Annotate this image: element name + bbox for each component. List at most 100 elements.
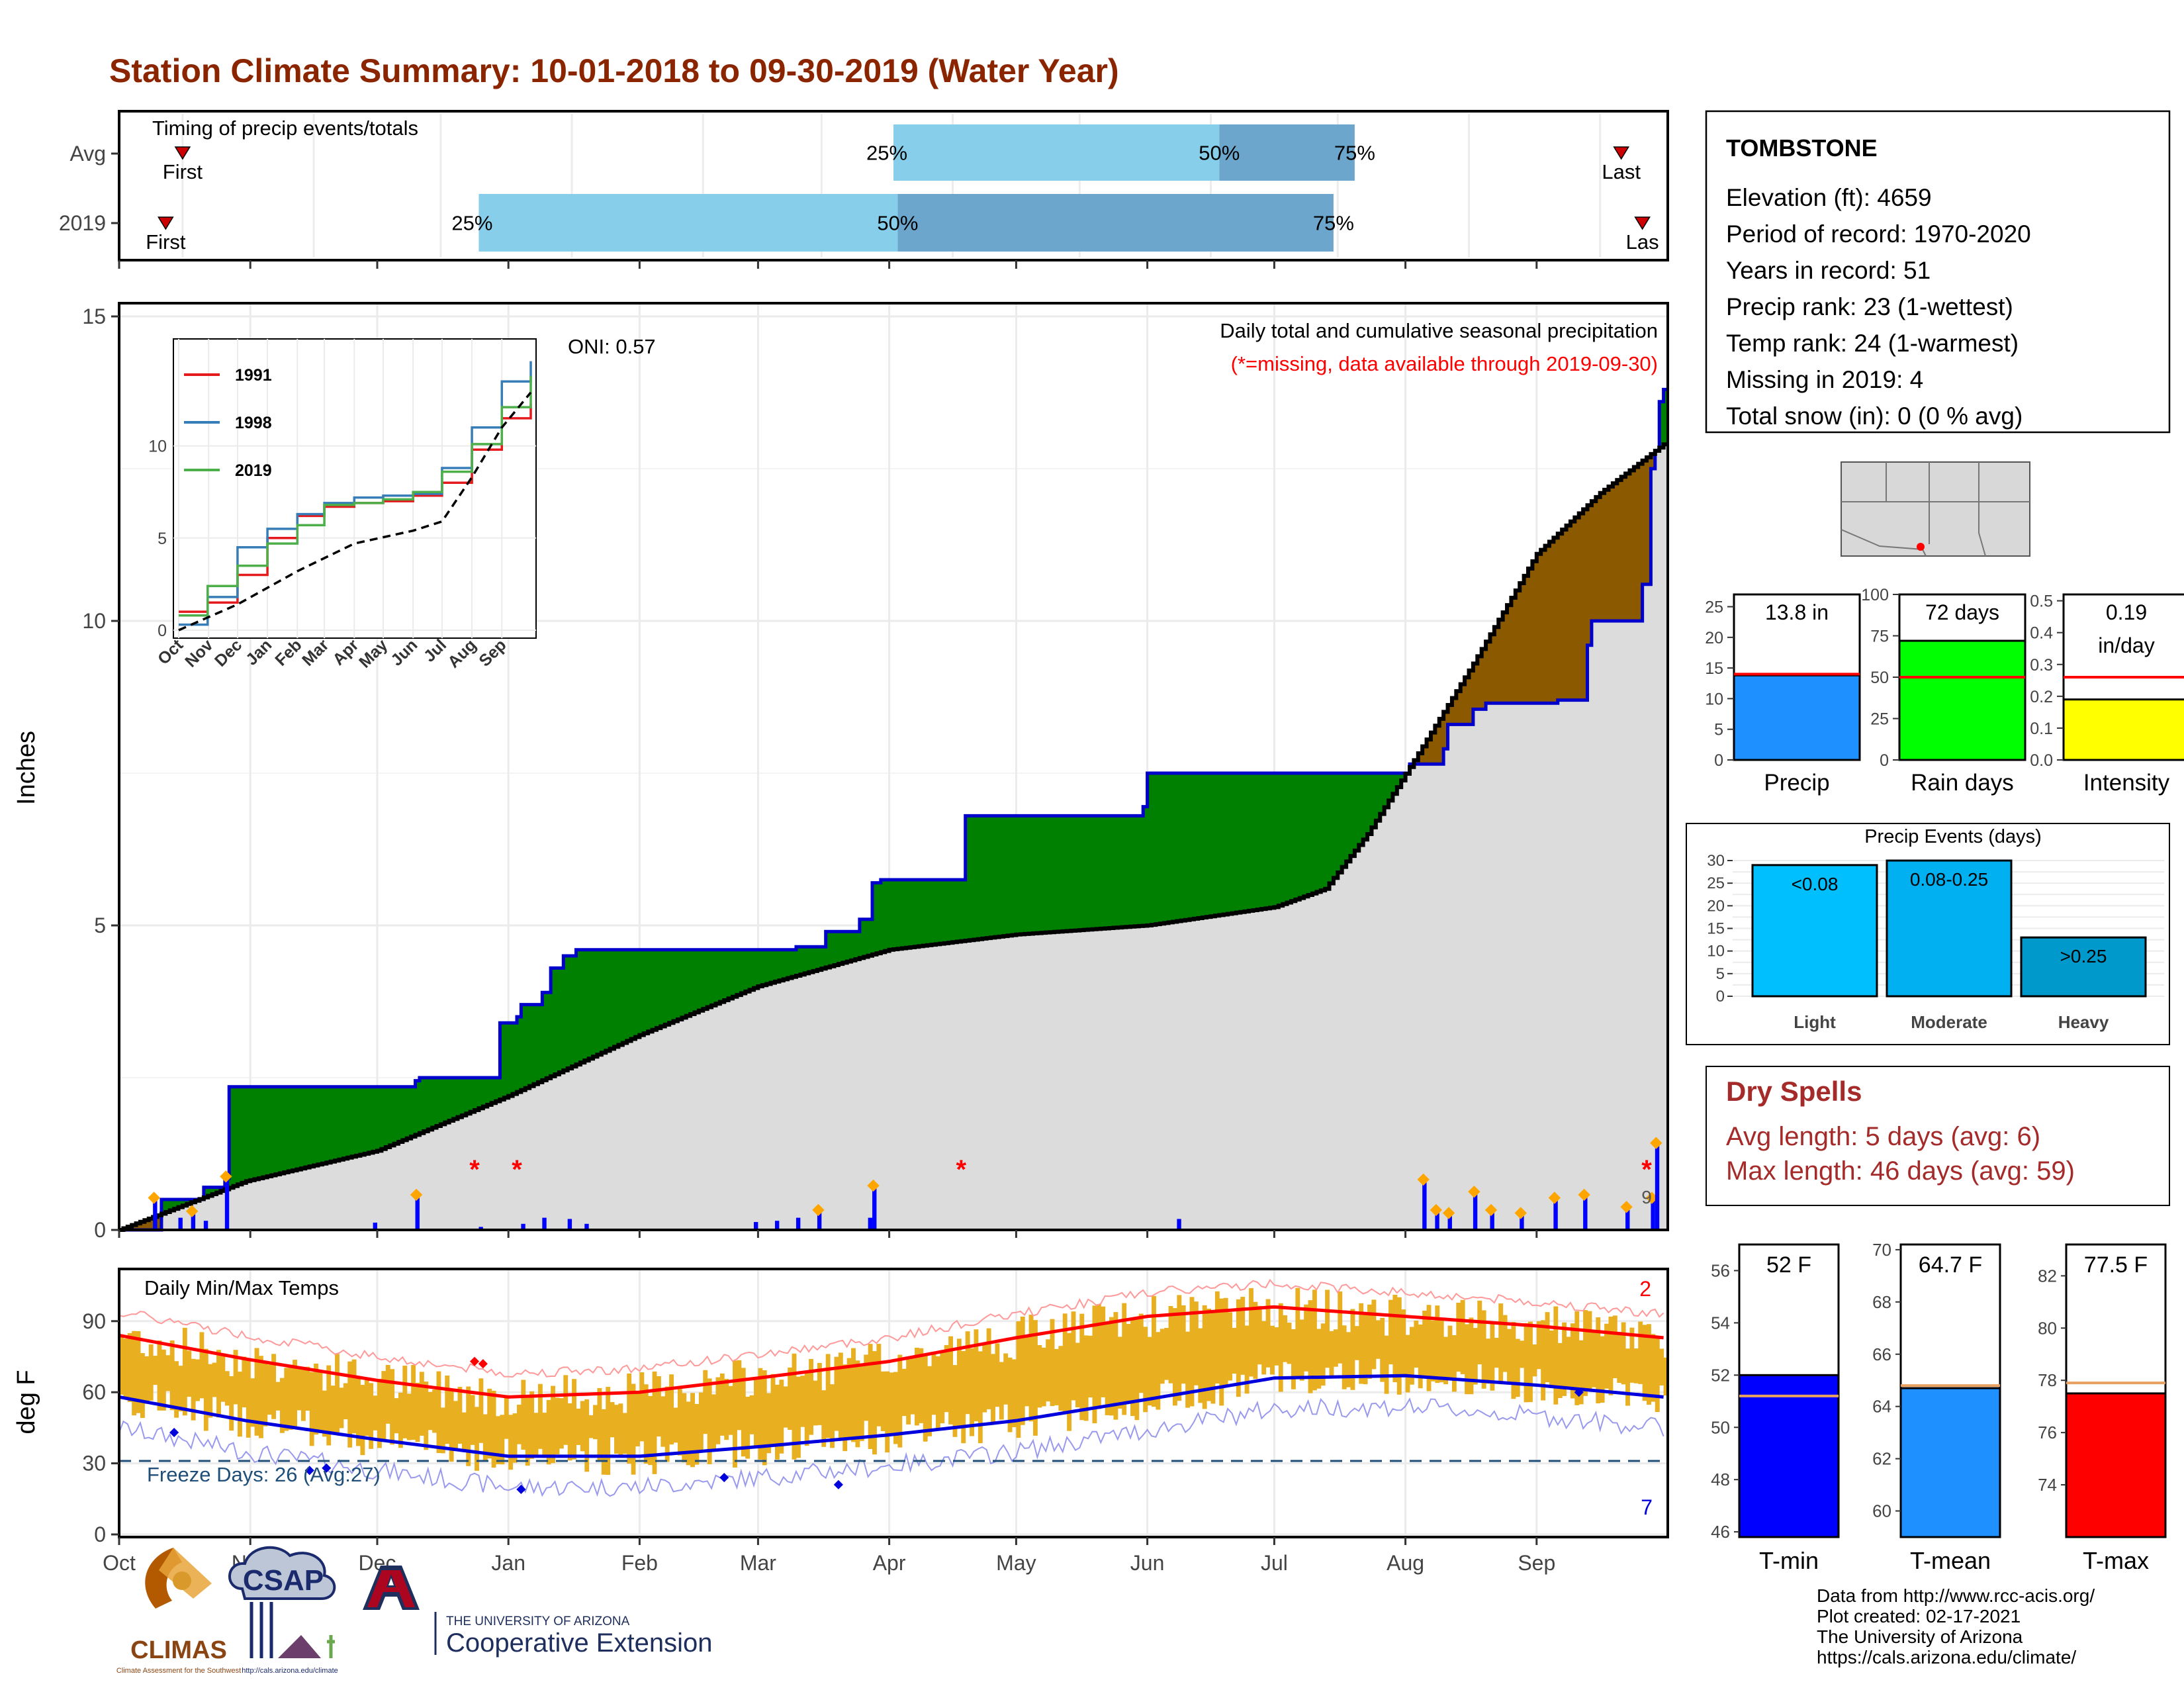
daily-temp-bar	[559, 1398, 564, 1449]
heavy-event-marker	[1645, 1192, 1659, 1204]
daily-temp-bar	[246, 1359, 251, 1438]
heavy-event-marker	[1620, 1201, 1633, 1213]
daily-temp-bar	[491, 1390, 496, 1468]
timing-q50-label: 50%	[877, 212, 918, 235]
daily-temp-bar	[698, 1392, 704, 1452]
summary-bar-value: 0.19	[2106, 600, 2147, 624]
daily-temp-bar	[635, 1392, 640, 1447]
daily-temp-bar	[999, 1362, 1004, 1420]
temp-summary-label: T-max	[2083, 1547, 2149, 1574]
heavy-event-marker	[867, 1179, 880, 1192]
temp-summary-panel: 52 F 46 48 50 52 54 56 T-min	[1711, 1243, 1840, 1574]
daily-temp-bar	[1659, 1348, 1664, 1385]
daily-temp-bar	[1143, 1327, 1148, 1413]
first-event-marker	[174, 146, 191, 160]
daily-temp-bar	[1469, 1317, 1474, 1395]
daily-temp-bar	[1410, 1327, 1414, 1385]
timing-row-2019: 2019	[59, 211, 106, 235]
daily-temp-bar	[373, 1395, 378, 1430]
daily-temp-bar	[1181, 1305, 1186, 1384]
daily-precip-bar	[774, 1221, 780, 1230]
summary-bar-tick-label: 0.2	[2030, 688, 2053, 706]
daily-temp-bar	[1651, 1334, 1656, 1402]
daily-temp-bar	[906, 1359, 911, 1425]
daily-temp-bar	[296, 1369, 302, 1411]
daily-temp-bar	[445, 1375, 450, 1444]
daily-temp-bar	[440, 1407, 445, 1454]
daily-temp-bar	[293, 1360, 298, 1428]
daily-temp-bar	[1612, 1315, 1617, 1379]
daily-temp-bar	[1092, 1305, 1097, 1424]
average-min-line	[118, 1374, 1664, 1458]
daily-temp-bar	[1088, 1335, 1093, 1398]
daily-temp-bar	[406, 1393, 412, 1440]
inset-ytick-label: 5	[158, 530, 167, 548]
daily-temp-bar	[275, 1382, 281, 1411]
daily-temp-bar	[567, 1403, 572, 1461]
daily-temp-bar	[923, 1354, 928, 1442]
daily-temp-bar	[1655, 1338, 1660, 1413]
daily-temp-bar	[1414, 1320, 1419, 1368]
daily-temp-bar	[1032, 1320, 1038, 1436]
daily-temp-bar	[233, 1350, 238, 1405]
daily-temp-bar	[1113, 1312, 1118, 1420]
daily-temp-bar	[119, 1335, 124, 1395]
daily-temp-bar	[360, 1385, 365, 1456]
daily-temp-bar	[1037, 1344, 1042, 1408]
daily-temp-bar	[1401, 1309, 1406, 1376]
daily-temp-bar	[1418, 1324, 1423, 1389]
month-label: Apr	[873, 1551, 906, 1575]
daily-temp-bar	[885, 1371, 890, 1453]
timing-q25-label: 25%	[451, 212, 492, 235]
last-event-label: Last	[1602, 160, 1641, 183]
daily-temp-bar	[1214, 1291, 1220, 1384]
daily-temp-bar	[868, 1344, 873, 1449]
precip-events-panel: Precip Events (days) 0 5 10 15 20 25 30 <0.08 Li…	[1686, 823, 2170, 1045]
daily-temp-bar	[305, 1366, 310, 1411]
daily-temp-bar	[1028, 1315, 1034, 1422]
events-tick-label: 10	[1707, 943, 1725, 961]
daily-temp-bar	[1253, 1301, 1258, 1379]
month-label: Sep	[1518, 1551, 1555, 1575]
daily-temp-bar	[1422, 1310, 1428, 1377]
daily-temp-bar	[436, 1371, 441, 1454]
daily-temp-bar	[1338, 1291, 1343, 1364]
summary-bar-panel: 13.8 in 0 5 10 15 20 25 Precip	[1705, 593, 1861, 796]
daily-temp-bar	[546, 1399, 551, 1465]
daily-temp-bar	[762, 1370, 767, 1466]
daily-temp-bar	[1447, 1325, 1453, 1378]
daily-precip-bar	[1520, 1215, 1524, 1230]
daily-temp-bar	[250, 1378, 255, 1427]
daily-temp-bar	[1058, 1346, 1064, 1411]
precip-title1: Daily total and cumulative seasonal prec…	[1220, 319, 1658, 342]
dry-spells-max: Max length: 46 days (avg: 59)	[1726, 1156, 2075, 1186]
daily-temp-bar	[1024, 1335, 1030, 1407]
daily-temp-bar	[876, 1344, 882, 1427]
daily-temp-bar	[1405, 1335, 1410, 1393]
daily-temp-bar	[576, 1408, 581, 1445]
daily-temp-bar	[821, 1390, 827, 1447]
daily-temp-bar	[1223, 1297, 1228, 1385]
average-cumulative-area	[119, 444, 1668, 1230]
timing-panel: 25% 50% 75% First Last 25% 50% 75% First Las Timi…	[59, 110, 1669, 269]
daily-temp-bar	[157, 1340, 162, 1411]
daily-temp-bar	[132, 1331, 137, 1416]
temp-summary-tick-label: 66	[1872, 1344, 1891, 1364]
daily-temp-bar	[1109, 1317, 1114, 1416]
daily-temp-bar	[758, 1368, 763, 1460]
daily-temp-bar	[1481, 1310, 1486, 1389]
timing-q75-label: 75%	[1313, 212, 1354, 235]
temp-summary-tick-label: 64	[1872, 1397, 1891, 1417]
daily-temp-bar	[944, 1344, 949, 1413]
daily-temp-bar	[889, 1372, 894, 1434]
daily-temp-bar	[238, 1372, 242, 1437]
summary-bar-tick-label: 0.3	[2030, 656, 2053, 675]
daily-temp-bar	[1299, 1319, 1304, 1381]
footer-line-2: Plot created: 02-17-2021	[1817, 1606, 2021, 1626]
station-snow: Total snow (in): 0 (0 % avg)	[1726, 402, 2023, 430]
daily-temp-bar	[432, 1389, 437, 1433]
daily-temp-bar	[318, 1370, 323, 1434]
summary-bar-tick-label: 75	[1870, 628, 1889, 646]
daily-temp-bar	[551, 1385, 556, 1464]
